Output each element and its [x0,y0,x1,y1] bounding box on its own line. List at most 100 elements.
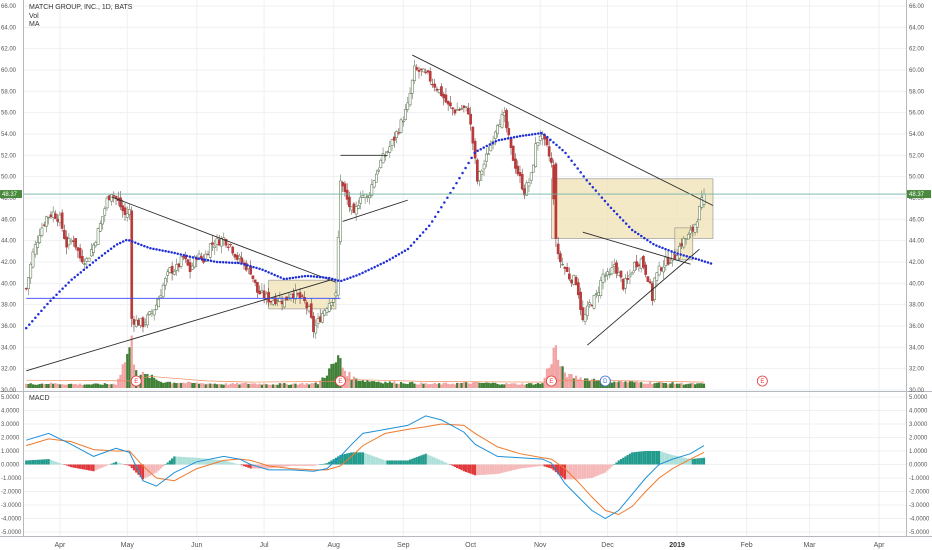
macd-histogram-bar [110,463,113,465]
candle-down [112,195,116,197]
candle-up [179,256,183,267]
ma-dot [418,234,422,237]
volume-bar [314,382,317,388]
candle-up [525,182,529,196]
volume-bar [267,384,270,388]
candle-down [428,71,432,82]
macd-histogram-bar [491,464,495,475]
price-candles[interactable] [24,59,706,339]
macd-histogram-bar [581,464,584,479]
candle-down [224,238,228,246]
macd-histogram-bar [162,464,165,467]
volume-bar [469,383,472,388]
volume-bar [211,383,214,388]
macd-histogram-bar [442,461,445,465]
ma-dot [546,135,549,139]
volume-bar [144,373,147,388]
price-tick-label-left: 52.00 [1,153,17,159]
candle-up [606,271,609,276]
candle-up [527,182,531,187]
ma-dot [415,237,419,241]
macd-histogram-bar [155,464,158,473]
volume-bar [420,382,423,388]
volume-bar [357,380,360,388]
volume-bar [649,381,652,388]
volume-bar [485,382,488,388]
ma-dot [555,143,558,147]
volume-bar [505,382,508,388]
trendlines[interactable] [26,54,714,372]
macd-histogram-bar [554,464,557,473]
macd-histogram-bar [96,464,100,470]
ma-dot [352,275,355,278]
volume-bar [162,382,165,388]
ma-dot [685,254,688,258]
trendline [111,196,337,283]
candle-up [608,273,612,276]
volume-bar [471,382,474,388]
macd-histogram-bar [433,457,436,465]
macd-histogram-bar [56,462,59,465]
ma-dot [585,178,589,182]
candle-down [251,275,255,279]
macd-histogram-bar [166,462,169,465]
ma-dot [637,232,640,236]
ma-dot [349,276,352,279]
macd-histogram-bar [119,463,122,465]
candle-up [597,292,600,296]
ma-dot [24,326,28,330]
earnings-marker [756,375,768,387]
x-tick-label: Nov [534,542,547,549]
volume-bar [164,382,167,388]
price-tick-label-right: 40.00 [909,281,925,287]
candle-up [155,304,158,310]
macd-histogram-bar [144,464,147,479]
volume-bar [655,382,658,388]
ma-dot [509,136,513,140]
macd-histogram-bar [590,464,593,478]
volume-bar [289,384,293,388]
ma-dot [494,140,498,143]
price-tick-label-right: 44.00 [909,239,925,245]
candle-down [518,172,522,177]
candle-down [458,109,461,111]
volume-bar [384,381,387,388]
candle-down [130,210,134,319]
macd-histogram-bar [536,464,540,467]
volume-bar [521,383,524,388]
candle-up [89,249,93,257]
volume-bar [287,384,290,388]
ma-dot [594,189,598,192]
macd-histogram-bar [460,464,463,471]
volume-bar [646,383,650,388]
volume-bar [285,383,288,388]
volume-bar [359,380,362,388]
volume-bar [637,382,641,388]
ma-dot [394,254,398,258]
candle-up [395,131,398,138]
candle-up [314,325,318,334]
ma-dot [382,261,386,264]
candle-up [572,274,576,285]
macd-histogram-bar [325,463,329,465]
volume-bar [83,384,86,388]
volume-bar [559,366,562,388]
volume-bar [541,383,544,388]
ma-dot [46,302,49,306]
volume-bar [424,383,427,388]
macd-histogram-bar [79,464,82,469]
ma-dot [346,277,349,280]
volume-bar [689,383,692,388]
candle-down [309,303,313,318]
macd-tick-label-left: -1.0000 [1,476,22,482]
volume-bar [444,382,448,388]
macd-histogram-bar [579,464,582,480]
volume-bar [312,383,315,388]
macd-histogram-bar [76,464,79,469]
ma-dot [185,254,189,258]
macd-histogram-bar [343,453,347,465]
volume-bar [462,382,465,388]
macd-line [26,415,705,520]
